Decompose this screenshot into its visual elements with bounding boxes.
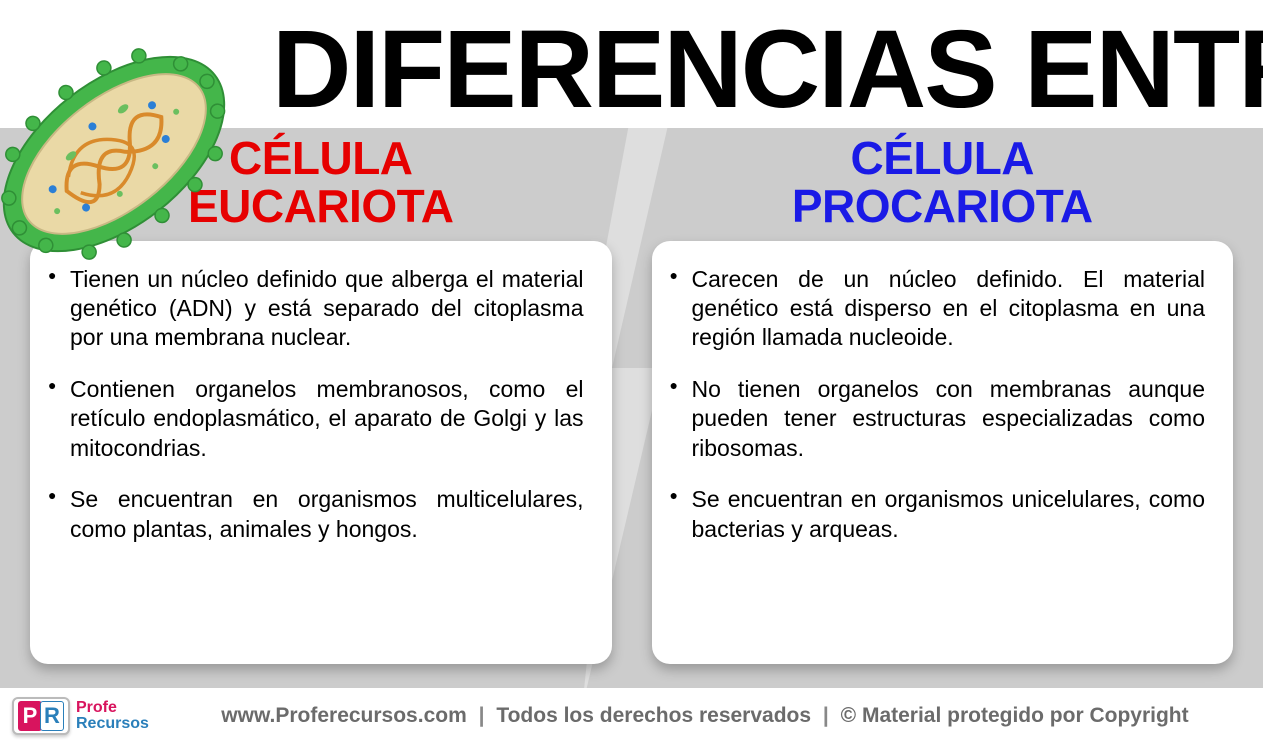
left-heading: CÉLULA EUCARIOTA [188, 134, 454, 231]
logo-badge: P R [12, 697, 70, 735]
left-column: CÉLULA EUCARIOTA Tienen un núcleo defini… [30, 134, 612, 664]
left-card: Tienen un núcleo definido que alberga el… [30, 241, 612, 664]
logo-text-line2: Recursos [76, 716, 149, 732]
right-bullet-list: Carecen de un núcleo definido. El materi… [692, 265, 1206, 545]
logo-text: Profe Recursos [76, 700, 149, 732]
logo-letter-p: P [18, 701, 42, 731]
right-card: Carecen de un núcleo definido. El materi… [652, 241, 1234, 664]
footer-sep: | [823, 704, 829, 727]
footer-copyright: © Material protegido por Copyright [841, 704, 1189, 727]
brand-logo: P R Profe Recursos [12, 697, 149, 735]
left-bullet-list: Tienen un núcleo definido que alberga el… [70, 265, 584, 545]
footer-text: www.Proferecursos.com | Todos los derech… [159, 704, 1251, 728]
footer-sep: | [479, 704, 485, 727]
comparison-columns: CÉLULA EUCARIOTA Tienen un núcleo defini… [0, 128, 1263, 688]
left-heading-line1: CÉLULA [229, 132, 413, 184]
left-bullet: Contienen organelos membranosos, como el… [70, 375, 584, 463]
right-heading-line1: CÉLULA [850, 132, 1034, 184]
logo-text-line1: Profe [76, 700, 149, 716]
footer-rights: Todos los derechos reservados [496, 704, 811, 727]
right-bullet: Carecen de un núcleo definido. El materi… [692, 265, 1206, 353]
footer-site: www.Proferecursos.com [221, 704, 466, 727]
right-heading-line2: PROCARIOTA [792, 180, 1093, 232]
right-column: CÉLULA PROCARIOTA Carecen de un núcleo d… [652, 134, 1234, 664]
logo-letter-r: R [40, 701, 64, 731]
footer-band: P R Profe Recursos www.Proferecursos.com… [0, 688, 1263, 744]
right-heading: CÉLULA PROCARIOTA [792, 134, 1093, 231]
left-bullet: Se encuentran en organismos multicelular… [70, 485, 584, 544]
page-title: DIFERENCIAS ENTRE [272, 6, 1263, 133]
right-bullet: Se encuentran en organismos unicelulares… [692, 485, 1206, 544]
header-band: DIFERENCIAS ENTRE [0, 0, 1263, 128]
left-heading-line2: EUCARIOTA [188, 180, 454, 232]
right-bullet: No tienen organelos con membranas aunque… [692, 375, 1206, 463]
left-bullet: Tienen un núcleo definido que alberga el… [70, 265, 584, 353]
